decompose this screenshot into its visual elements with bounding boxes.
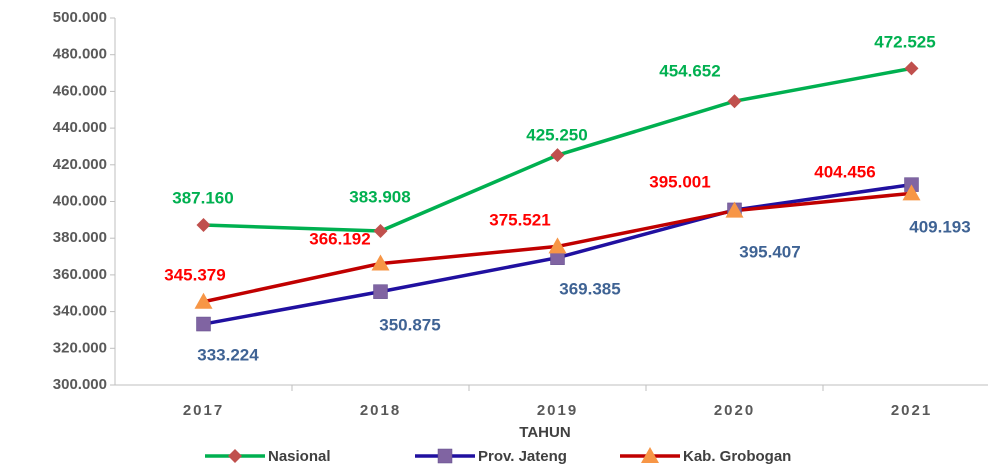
legend-label: Kab. Grobogan (683, 448, 791, 465)
marker (196, 316, 211, 332)
x-tick-label: 2020 (714, 402, 755, 419)
marker (371, 254, 390, 271)
marker (727, 94, 742, 109)
data-label: 375.521 (489, 210, 550, 229)
data-label: 409.193 (909, 217, 970, 236)
x-tick-label: 2018 (360, 402, 401, 419)
y-tick-label: 400.000 (53, 192, 107, 209)
marker (194, 292, 213, 309)
data-label: 472.525 (874, 32, 935, 51)
data-label: 366.192 (309, 229, 370, 248)
x-axis-title: TAHUN (519, 424, 570, 441)
y-tick-label: 360.000 (53, 266, 107, 283)
marker (196, 218, 211, 233)
marker (904, 61, 919, 76)
data-label: 333.224 (197, 345, 259, 364)
x-tick-label: 2019 (537, 402, 578, 419)
data-label: 395.407 (739, 242, 800, 261)
x-tick-label: 2017 (183, 402, 224, 419)
y-tick-label: 340.000 (53, 303, 107, 320)
marker (373, 224, 388, 239)
x-tick-label: 2021 (891, 402, 932, 419)
y-tick-label: 460.000 (53, 82, 107, 99)
y-tick-label: 500.000 (53, 9, 107, 26)
legend-marker (437, 448, 453, 464)
y-tick-label: 480.000 (53, 46, 107, 63)
marker (548, 237, 567, 254)
data-label: 454.652 (659, 61, 720, 80)
y-tick-label: 320.000 (53, 339, 107, 356)
legend-marker (641, 447, 659, 463)
data-label: 383.908 (349, 187, 410, 206)
y-tick-label: 380.000 (53, 229, 107, 246)
y-tick-label: 300.000 (53, 376, 107, 393)
data-label: 404.456 (814, 162, 875, 181)
data-label: 425.250 (526, 125, 587, 144)
data-label: 350.875 (379, 315, 440, 334)
marker (373, 284, 388, 299)
y-tick-label: 440.000 (53, 119, 107, 136)
marker (725, 201, 744, 218)
data-label: 395.001 (649, 172, 710, 191)
data-label: 387.160 (172, 188, 233, 207)
data-label: 345.379 (164, 265, 225, 284)
legend-label: Prov. Jateng (478, 448, 567, 465)
legend-marker (228, 449, 242, 463)
y-tick-label: 420.000 (53, 156, 107, 173)
marker (902, 184, 921, 201)
marker (550, 148, 565, 163)
data-label: 369.385 (559, 279, 620, 298)
legend-label: Nasional (268, 448, 331, 465)
